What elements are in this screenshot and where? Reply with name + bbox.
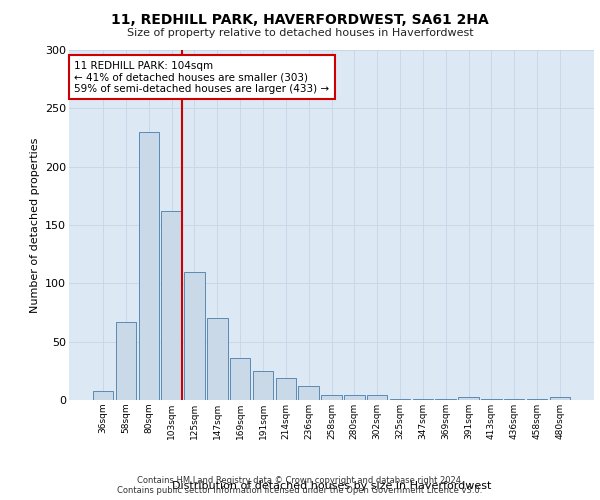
Text: Size of property relative to detached houses in Haverfordwest: Size of property relative to detached ho… xyxy=(127,28,473,38)
Bar xyxy=(321,396,342,400)
Bar xyxy=(527,399,547,400)
Bar xyxy=(413,399,433,400)
Bar xyxy=(184,272,205,400)
Bar xyxy=(390,399,410,400)
Bar xyxy=(458,396,479,400)
Text: 11, REDHILL PARK, HAVERFORDWEST, SA61 2HA: 11, REDHILL PARK, HAVERFORDWEST, SA61 2H… xyxy=(111,12,489,26)
Bar xyxy=(207,318,227,400)
Bar xyxy=(504,399,524,400)
Bar xyxy=(230,358,250,400)
X-axis label: Distribution of detached houses by size in Haverfordwest: Distribution of detached houses by size … xyxy=(172,481,491,491)
Text: 11 REDHILL PARK: 104sqm
← 41% of detached houses are smaller (303)
59% of semi-d: 11 REDHILL PARK: 104sqm ← 41% of detache… xyxy=(74,60,329,94)
Text: Contains HM Land Registry data © Crown copyright and database right 2024.
Contai: Contains HM Land Registry data © Crown c… xyxy=(118,476,482,495)
Bar xyxy=(550,396,570,400)
Bar xyxy=(436,399,456,400)
Bar xyxy=(139,132,159,400)
Bar xyxy=(161,211,182,400)
Bar xyxy=(253,371,273,400)
Bar xyxy=(367,396,388,400)
Bar xyxy=(298,386,319,400)
Bar xyxy=(93,390,113,400)
Y-axis label: Number of detached properties: Number of detached properties xyxy=(29,138,40,312)
Bar xyxy=(481,399,502,400)
Bar xyxy=(116,322,136,400)
Bar xyxy=(344,396,365,400)
Bar xyxy=(275,378,296,400)
